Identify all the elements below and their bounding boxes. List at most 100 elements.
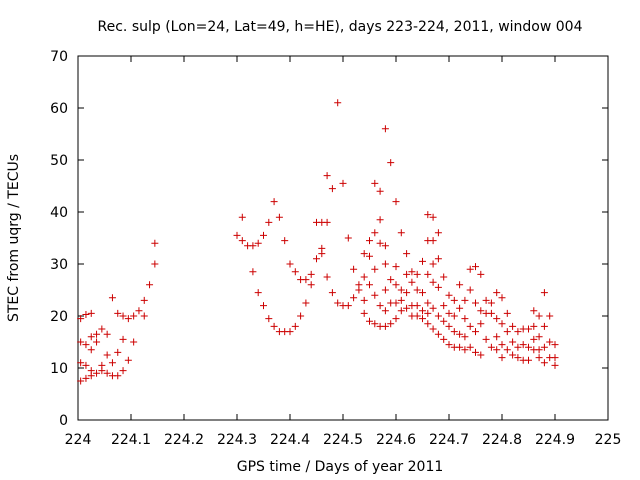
data-point bbox=[419, 315, 426, 323]
data-point bbox=[93, 330, 101, 338]
data-point bbox=[339, 179, 347, 187]
data-point bbox=[413, 270, 421, 278]
data-point bbox=[445, 309, 453, 317]
data-point bbox=[318, 250, 326, 258]
data-point bbox=[146, 281, 154, 289]
data-point bbox=[103, 351, 111, 359]
data-point bbox=[291, 268, 299, 276]
data-point bbox=[419, 307, 426, 315]
data-point bbox=[360, 250, 368, 258]
data-point bbox=[366, 281, 373, 289]
data-point bbox=[119, 335, 127, 343]
data-point bbox=[350, 265, 358, 273]
data-point bbox=[260, 231, 267, 239]
y-axis: 0 10 20 30 40 50 60 70 bbox=[50, 49, 608, 429]
data-point bbox=[82, 310, 90, 318]
data-point bbox=[445, 322, 453, 330]
data-point bbox=[503, 346, 511, 354]
data-point bbox=[509, 322, 517, 330]
data-point bbox=[535, 312, 543, 320]
data-point bbox=[472, 299, 479, 307]
data-point bbox=[445, 341, 453, 349]
data-point bbox=[233, 231, 241, 239]
data-point bbox=[238, 237, 246, 245]
data-point bbox=[82, 374, 90, 382]
data-point bbox=[445, 291, 453, 299]
y-tick-label: 20 bbox=[50, 309, 68, 325]
data-point bbox=[434, 255, 442, 263]
data-point bbox=[87, 333, 95, 341]
data-point bbox=[114, 309, 122, 317]
data-point bbox=[151, 260, 159, 268]
data-point bbox=[77, 377, 85, 385]
data-point bbox=[376, 216, 384, 224]
data-point bbox=[114, 372, 122, 380]
data-point bbox=[514, 354, 522, 362]
data-point bbox=[456, 343, 464, 351]
data-point bbox=[525, 356, 532, 364]
data-point bbox=[371, 229, 379, 237]
y-tick-label: 50 bbox=[50, 153, 68, 169]
data-point bbox=[355, 286, 363, 294]
data-point bbox=[249, 268, 257, 276]
x-tick-label: 224.6 bbox=[376, 432, 416, 448]
data-point bbox=[93, 369, 101, 377]
data-point bbox=[450, 296, 458, 304]
x-tick-label: 224.9 bbox=[535, 432, 575, 448]
data-point bbox=[551, 361, 559, 369]
data-point bbox=[413, 302, 421, 310]
data-point bbox=[103, 330, 111, 338]
data-point bbox=[477, 351, 485, 359]
data-point bbox=[546, 312, 554, 320]
data-point bbox=[387, 159, 395, 167]
data-point bbox=[525, 343, 532, 351]
data-point bbox=[434, 330, 442, 338]
data-point bbox=[535, 333, 543, 341]
data-point bbox=[429, 237, 437, 245]
data-point bbox=[381, 286, 389, 294]
data-point bbox=[344, 234, 352, 242]
data-point bbox=[482, 335, 490, 343]
data-point bbox=[487, 343, 495, 351]
data-point bbox=[461, 346, 469, 354]
data-point bbox=[281, 237, 289, 245]
data-point bbox=[350, 294, 358, 302]
data-point bbox=[103, 369, 111, 377]
data-point bbox=[328, 289, 336, 297]
data-point bbox=[540, 359, 548, 367]
data-point bbox=[87, 372, 95, 380]
data-point bbox=[498, 294, 506, 302]
data-point bbox=[530, 335, 538, 343]
data-point bbox=[424, 211, 432, 219]
data-point bbox=[419, 257, 426, 265]
data-point bbox=[366, 317, 373, 325]
data-point bbox=[392, 198, 400, 206]
data-point bbox=[429, 278, 437, 286]
data-point bbox=[456, 304, 464, 312]
data-point bbox=[381, 307, 389, 315]
data-point bbox=[397, 286, 405, 294]
data-point bbox=[519, 341, 527, 349]
data-point bbox=[366, 237, 373, 245]
data-point bbox=[440, 302, 448, 310]
data-point bbox=[98, 325, 106, 333]
data-point bbox=[286, 328, 294, 336]
data-point bbox=[429, 260, 437, 268]
data-point bbox=[424, 270, 432, 278]
data-points bbox=[77, 99, 559, 385]
data-point bbox=[360, 296, 368, 304]
data-point bbox=[440, 273, 448, 281]
data-point bbox=[530, 322, 538, 330]
data-point bbox=[530, 307, 538, 315]
data-point bbox=[360, 309, 368, 317]
data-point bbox=[135, 307, 143, 315]
data-point bbox=[87, 346, 95, 354]
data-point bbox=[302, 276, 310, 284]
data-point bbox=[392, 299, 400, 307]
data-point bbox=[130, 312, 138, 320]
data-point bbox=[254, 289, 262, 297]
data-point bbox=[77, 315, 85, 323]
y-tick-label: 40 bbox=[50, 205, 68, 221]
data-point bbox=[381, 242, 389, 250]
data-point bbox=[472, 263, 479, 271]
